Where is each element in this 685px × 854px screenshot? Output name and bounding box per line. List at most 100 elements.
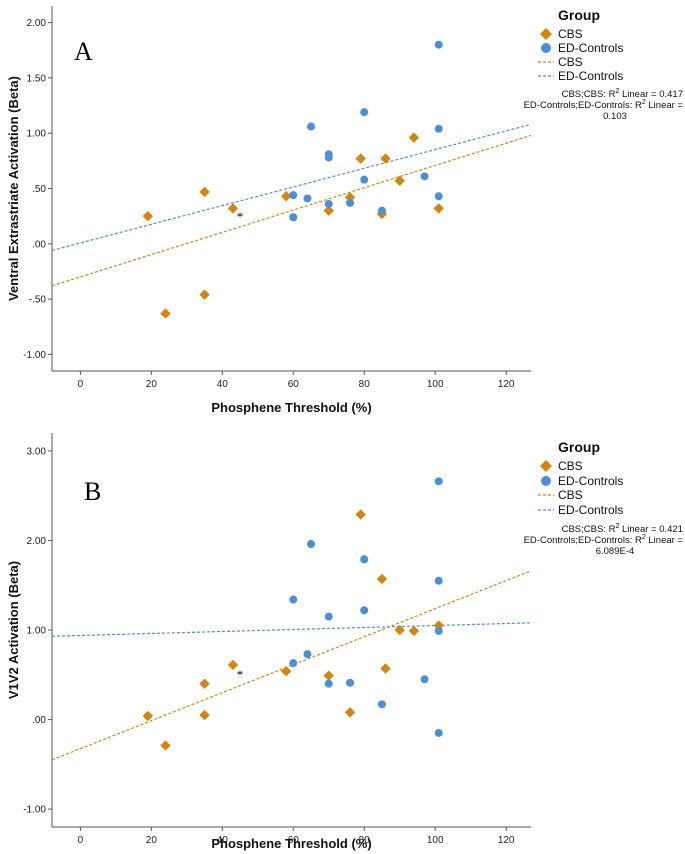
data-point-cbs	[394, 624, 405, 636]
y-tick-label: 3.00	[27, 446, 47, 457]
data-point-ed-controls	[289, 191, 298, 200]
data-point-cbs	[280, 191, 292, 202]
data-point-cbs	[199, 289, 210, 300]
data-point-cbs	[142, 710, 153, 722]
y-tick-label: 1.50	[27, 73, 47, 84]
fit-line-ed-controls	[52, 622, 531, 637]
legend-diamond-icon	[540, 28, 552, 40]
data-point-ed-controls	[289, 595, 298, 604]
data-point-cbs	[380, 663, 391, 674]
data-point-cbs	[376, 573, 388, 585]
data-point-cbs	[355, 509, 366, 520]
y-tick-label: .00	[32, 239, 46, 250]
data-point-cbs	[408, 625, 420, 637]
fit-line-cbs	[52, 134, 531, 287]
legend-title: Group	[558, 7, 600, 23]
data-point-cbs	[344, 707, 356, 718]
legend-item-label: ED-Controls	[558, 503, 623, 517]
data-point-ed-controls	[324, 612, 333, 621]
data-point-ed-controls	[324, 679, 333, 688]
data-point-ed-controls	[303, 194, 312, 203]
x-tick-label: 0	[78, 835, 84, 846]
legend-diamond-icon	[540, 460, 552, 472]
x-tick-label: 60	[288, 835, 300, 846]
x-axis-title: Phosphene Threshold (%)	[211, 836, 371, 851]
data-point-cbs	[408, 132, 420, 143]
data-point-ed-controls	[307, 122, 316, 131]
legend-item-label: CBS	[558, 27, 583, 41]
legend-item-label: CBS	[558, 488, 583, 502]
data-point-ed-controls	[434, 124, 443, 133]
r2-cbs-text: CBS;CBS: R2 Linear = 0.421	[562, 523, 683, 535]
data-point-ed-controls	[324, 199, 333, 208]
chart-panel-B: 0 20 40 60 80 100 120 -1.00 .00 1.00 2.00 3.00 Phosp…	[6, 433, 683, 851]
x-tick-label: 20	[146, 835, 158, 846]
y-tick-label: 2.00	[27, 18, 47, 29]
data-point-ed-controls	[360, 555, 369, 564]
x-tick-label: 120	[498, 835, 515, 846]
data-point-ed-controls	[420, 675, 429, 684]
x-tick-label: 40	[217, 379, 229, 390]
data-point-cbs	[323, 670, 334, 681]
annotation-asterisk: *	[237, 209, 244, 224]
data-point-cbs	[199, 678, 210, 689]
legend-circle-icon	[541, 43, 551, 53]
data-point-cbs	[323, 205, 334, 216]
x-tick-label: 100	[427, 835, 444, 846]
data-point-cbs	[199, 186, 210, 198]
data-point-ed-controls	[434, 40, 443, 49]
legend-circle-icon	[541, 476, 551, 486]
data-point-ed-controls	[346, 198, 355, 207]
data-point-ed-controls	[303, 650, 312, 659]
data-point-ed-controls	[289, 213, 298, 222]
data-point-ed-controls	[434, 576, 443, 585]
y-tick-label: .50	[32, 184, 46, 195]
legend-item-label: ED-Controls	[558, 474, 623, 488]
chart-panel-A: 0 20 40 60 80 100 120 -1.00 -.50 .00 .50 1.00 1.50 2.…	[6, 6, 683, 415]
annotation-asterisk: *	[237, 667, 244, 682]
r2-cbs-text: CBS;CBS: R2 Linear = 0.417	[562, 88, 683, 100]
data-point-cbs	[280, 665, 292, 677]
data-point-ed-controls	[377, 206, 386, 215]
x-tick-label: 100	[427, 379, 444, 390]
data-point-cbs	[160, 308, 171, 319]
y-tick-label: .00	[32, 715, 46, 726]
data-point-ed-controls	[434, 192, 443, 201]
data-point-cbs	[227, 659, 239, 671]
y-tick-label: 2.00	[27, 536, 47, 547]
legend-item-label: ED-Controls	[558, 69, 623, 83]
data-point-ed-controls	[377, 700, 386, 709]
data-point-ed-controls	[434, 626, 443, 635]
x-tick-label: 80	[359, 379, 371, 390]
x-tick-label: 40	[217, 835, 229, 846]
fit-line-ed-controls	[52, 123, 531, 252]
data-point-ed-controls	[360, 108, 369, 117]
fit-lines	[52, 123, 531, 287]
r2-ed-value: 0.103	[603, 111, 627, 122]
data-point-ed-controls	[289, 659, 298, 668]
legend-item-label: CBS	[558, 55, 583, 69]
data-point-cbs	[433, 203, 444, 214]
data-point-cbs	[355, 153, 366, 164]
data-point-cbs	[160, 740, 171, 751]
legend-item-label: CBS	[558, 459, 583, 473]
y-axis-title: V1V2 Activation (Beta)	[6, 561, 21, 699]
x-tick-label: 60	[288, 379, 300, 390]
x-tick-label: 120	[498, 379, 515, 390]
x-tick-label: 20	[146, 379, 158, 390]
y-tick-label: -.50	[29, 295, 47, 306]
data-point-ed-controls	[307, 540, 316, 549]
data-point-cbs	[199, 709, 210, 721]
data-point-cbs	[142, 210, 153, 222]
x-tick-label: 0	[78, 379, 84, 390]
data-point-ed-controls	[434, 477, 443, 486]
legend-item-label: ED-Controls	[558, 41, 623, 55]
data-point-cbs	[394, 175, 405, 186]
data-point-ed-controls	[324, 153, 333, 162]
data-point-cbs	[433, 620, 444, 631]
r2-ed-value: 6.089E-4	[596, 546, 635, 557]
data-point-ed-controls	[360, 175, 369, 184]
